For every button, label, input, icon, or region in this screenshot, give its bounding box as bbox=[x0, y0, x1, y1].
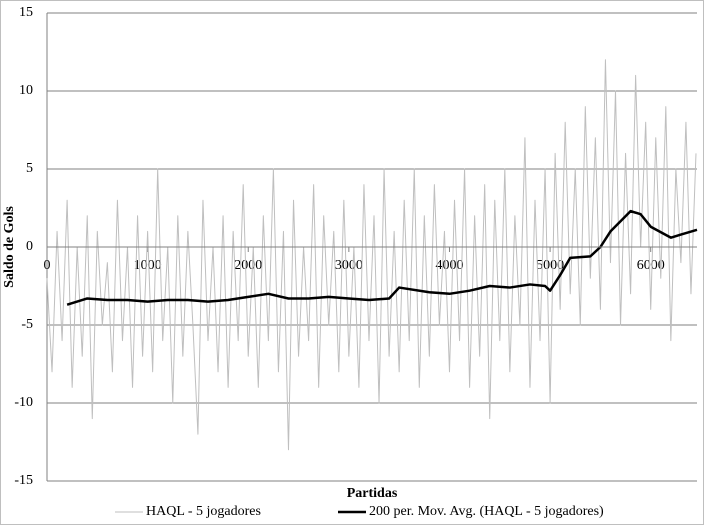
x-tick-label: 3000 bbox=[335, 258, 363, 273]
y-tick-label: -15 bbox=[14, 473, 33, 488]
y-axis-title: Saldo de Gols bbox=[2, 206, 17, 288]
x-axis-title: Partidas bbox=[347, 486, 398, 501]
legend-label: HAQL - 5 jogadores bbox=[146, 504, 261, 519]
y-tick-label: 5 bbox=[26, 161, 33, 176]
legend-label: 200 per. Mov. Avg. (HAQL - 5 jogadores) bbox=[369, 504, 604, 519]
x-tick-label: 6000 bbox=[637, 258, 665, 273]
chart-border bbox=[0, 0, 704, 525]
y-tick-label: 15 bbox=[19, 5, 33, 20]
y-tick-label: -5 bbox=[21, 317, 33, 332]
y-tick-label: -10 bbox=[14, 395, 33, 410]
x-tick-label: 2000 bbox=[234, 258, 262, 273]
y-tick-label: 0 bbox=[26, 239, 33, 254]
series-line bbox=[66, 209, 698, 306]
x-tick-label: 5000 bbox=[536, 258, 564, 273]
x-tick-label: 4000 bbox=[435, 258, 463, 273]
x-tick-label: 0 bbox=[44, 258, 51, 273]
x-tick-label: 1000 bbox=[134, 258, 162, 273]
y-tick-label: 10 bbox=[19, 83, 33, 98]
series-line bbox=[46, 59, 697, 451]
